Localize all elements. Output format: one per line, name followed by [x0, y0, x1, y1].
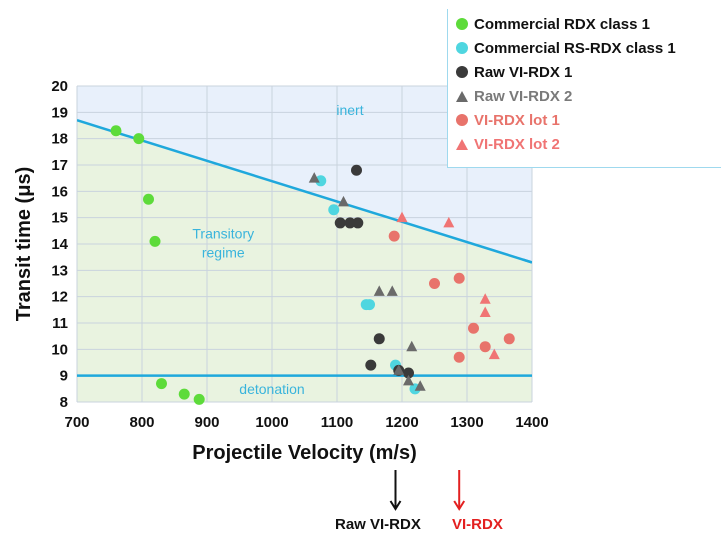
x-tick-label: 1000: [255, 414, 288, 431]
data-point-triangle: [393, 364, 405, 375]
data-point-circle: [328, 204, 340, 216]
legend-label: VI-RDX lot 2: [474, 135, 560, 153]
y-tick-label: 17: [51, 157, 68, 174]
y-tick-label: 9: [60, 368, 68, 385]
boundary-lines: [77, 119, 532, 377]
y-tick-label: 11: [52, 315, 68, 332]
detonation-region: [77, 375, 532, 402]
data-point-circle: [352, 217, 364, 229]
arrow-label-vi-rdx: VI-RDX: [452, 516, 503, 533]
legend-marker-circle-green: [456, 18, 468, 30]
data-point-circle: [178, 388, 190, 400]
x-tick-label: 1300: [450, 414, 483, 431]
data-point-circle: [133, 133, 145, 145]
region-label-detonation: detonation: [239, 381, 304, 397]
legend-marker-triangle-gray: [456, 90, 468, 102]
legend-label: Commercial RS-RDX class 1: [474, 39, 676, 57]
data-point-circle: [429, 278, 440, 289]
arrow-raw-vi-rdx: [389, 470, 402, 511]
legend-item: VI-RDX lot 1: [456, 109, 560, 131]
region-label-transitory: Transitory regime: [192, 226, 254, 261]
arrow-label-raw-vi-rdx: Raw VI-RDX: [335, 516, 421, 533]
legend-label: Commercial RDX class 1: [474, 15, 650, 33]
transitory-region: [77, 120, 532, 376]
arrow-vi-rdx: [453, 470, 466, 511]
data-point-circle: [503, 333, 515, 345]
data-point-triangle: [338, 195, 349, 207]
data-point-circle: [479, 341, 491, 353]
data-point-triangle: [386, 285, 398, 296]
x-tick-label: 1200: [385, 414, 418, 431]
region-backgrounds: [77, 86, 532, 402]
legend-marker-circle-cyan: [456, 42, 468, 54]
y-tick-label: 12: [51, 289, 68, 306]
inert-boundary-line: [77, 119, 532, 264]
data-point-triangle: [479, 306, 491, 317]
y-tick-label: 18: [51, 131, 68, 148]
data-point-circle: [403, 367, 414, 379]
x-tick-label: 1400: [515, 414, 548, 431]
data-point-circle: [388, 230, 400, 242]
y-tick-label: 20: [51, 78, 68, 95]
data-point-circle: [453, 272, 465, 284]
legend-marker-triangle-red: [456, 138, 468, 150]
x-tick-label: 700: [64, 414, 89, 431]
legend-item: Raw VI-RDX 1: [456, 61, 572, 83]
data-point-circle: [334, 217, 346, 229]
y-tick-label: 8: [60, 394, 68, 411]
data-point-circle: [351, 164, 362, 176]
region-label-inert: inert: [336, 102, 363, 118]
legend-marker-circle-salmon: [456, 114, 468, 126]
x-tick-label: 1100: [321, 414, 354, 431]
data-point-circle: [315, 175, 327, 187]
data-point-triangle: [373, 285, 385, 296]
legend-marker-circle-black: [456, 66, 468, 78]
data-point-triangle: [443, 216, 455, 228]
legend-label: VI-RDX lot 1: [474, 111, 560, 129]
legend-label: Raw VI-RDX 1: [474, 63, 573, 81]
data-point-circle: [143, 193, 154, 205]
data-point-triangle: [479, 293, 491, 304]
x-axis-title: Projectile Velocity (m/s): [192, 442, 417, 464]
x-tick-label: 800: [129, 414, 154, 431]
region-label-transitory-line: Transitory: [192, 226, 254, 242]
y-tick-label: 14: [51, 236, 68, 253]
y-tick-label: 10: [51, 341, 68, 358]
data-point-triangle: [308, 172, 320, 183]
data-point-triangle: [414, 380, 426, 391]
data-point-circle: [110, 125, 122, 137]
data-point-circle: [468, 322, 479, 334]
data-point-circle: [364, 299, 375, 311]
data-points: [110, 125, 515, 405]
data-point-circle: [453, 351, 465, 363]
inert-region: [77, 86, 532, 263]
data-point-circle: [156, 378, 167, 390]
data-point-triangle: [396, 211, 408, 223]
legend-label: Raw VI-RDX 2: [474, 87, 573, 105]
data-point-triangle: [406, 340, 418, 352]
x-tick-label: 900: [194, 414, 219, 431]
inert-boundary-end: [522, 258, 532, 264]
data-point-circle: [365, 359, 377, 371]
data-point-circle: [373, 333, 385, 345]
axis-ticks: 700 800 900 1000 1100 1200 1300 1400 8 9 10 11 12 13 1…: [51, 78, 548, 431]
region-label-transitory-line: regime: [202, 245, 245, 261]
legend-item: Commercial RS-RDX class 1: [456, 37, 676, 59]
y-tick-label: 19: [51, 104, 68, 121]
data-point-circle: [344, 217, 356, 229]
data-point-triangle: [488, 348, 500, 360]
y-tick-label: 13: [51, 262, 68, 279]
y-tick-label: 15: [51, 210, 68, 227]
data-point-circle: [149, 235, 161, 247]
data-point-circle: [193, 393, 205, 405]
legend-item: VI-RDX lot 2: [456, 133, 560, 155]
legend-item: Commercial RDX class 1: [456, 13, 650, 35]
data-point-triangle: [403, 374, 414, 386]
y-axis-title: Transit time (μs): [13, 167, 35, 322]
y-tick-label: 16: [51, 183, 68, 200]
chart-legend: Commercial RDX class 1 Commercial RS-RDX…: [447, 9, 721, 168]
legend-item: Raw VI-RDX 2: [456, 85, 572, 107]
